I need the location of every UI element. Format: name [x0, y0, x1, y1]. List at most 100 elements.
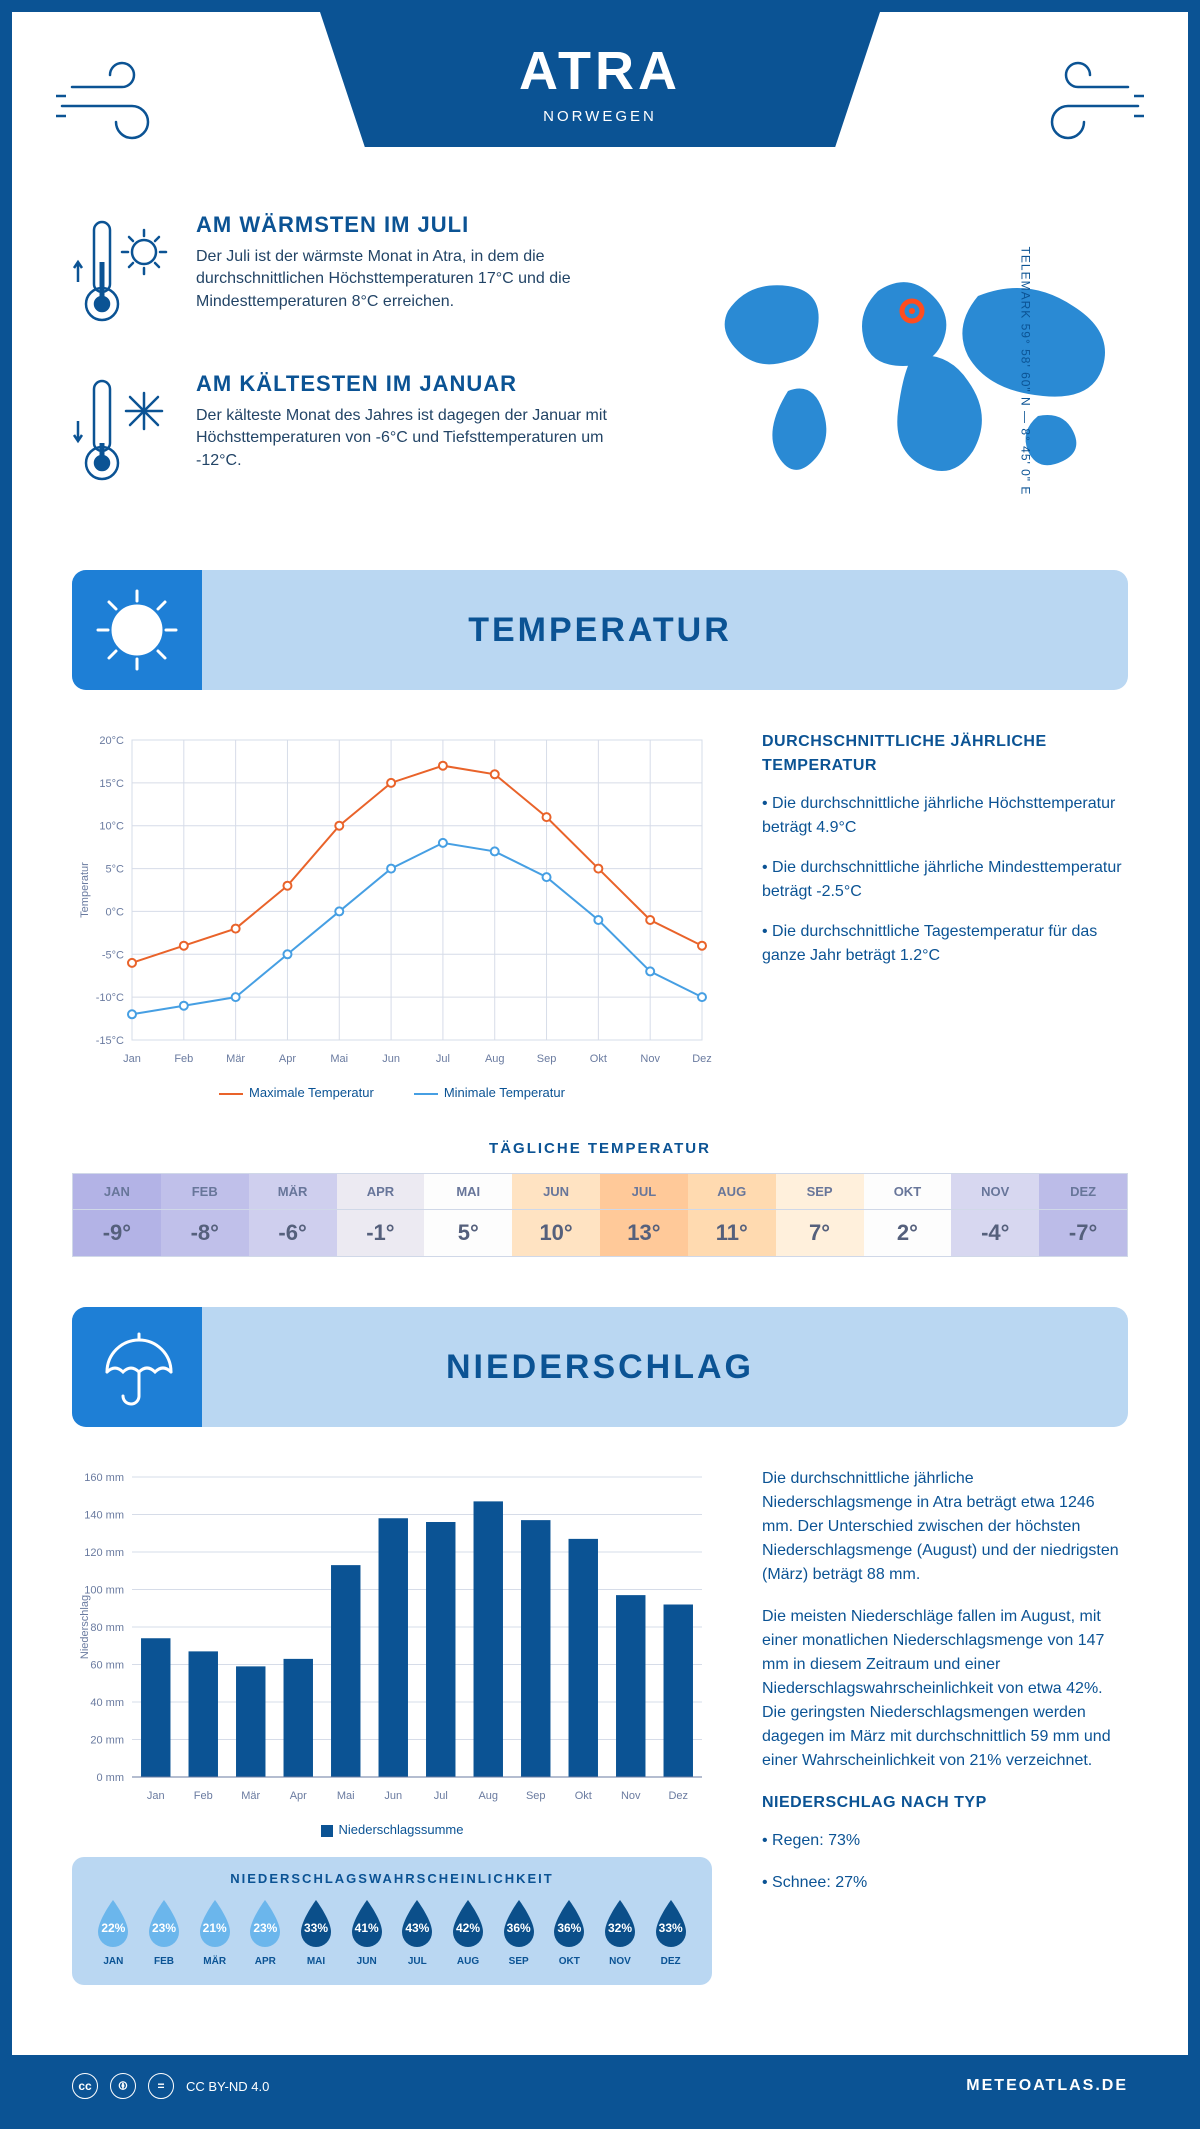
svg-text:5°C: 5°C	[106, 864, 125, 876]
coldest-body: Der kälteste Monat des Jahres ist dagege…	[196, 405, 648, 472]
svg-text:120 mm: 120 mm	[84, 1547, 124, 1559]
svg-text:Temperatur: Temperatur	[79, 862, 91, 918]
daily-value: -7°	[1039, 1210, 1127, 1256]
temp-bullet: • Die durchschnittliche jährliche Höchst…	[762, 792, 1128, 840]
precip-legend: Niederschlagssumme	[72, 1822, 712, 1837]
legend-min: Minimale Temperatur	[444, 1085, 565, 1100]
svg-text:Aug: Aug	[478, 1790, 498, 1802]
temperature-line-chart: -15°C-10°C-5°C0°C5°C10°C15°C20°CJanFebMä…	[72, 730, 712, 1070]
daily-month: MÄR	[249, 1174, 337, 1210]
prob-drop: 41%JUN	[343, 1898, 390, 1967]
prob-drop: 21%MÄR	[191, 1898, 238, 1967]
svg-text:Sep: Sep	[526, 1790, 546, 1802]
thermometer-snow-icon	[72, 371, 172, 496]
daily-month: AUG	[688, 1174, 776, 1210]
temp-bullet: • Die durchschnittliche jährliche Mindes…	[762, 856, 1128, 904]
daily-value: 2°	[864, 1210, 952, 1256]
wind-icon	[1018, 42, 1148, 157]
prob-drop: 23%FEB	[141, 1898, 188, 1967]
coldest-block: AM KÄLTESTEN IM JANUAR Der kälteste Mona…	[72, 371, 648, 496]
prob-drop: 42%AUG	[445, 1898, 492, 1967]
daily-value: 13°	[600, 1210, 688, 1256]
daily-month: FEB	[161, 1174, 249, 1210]
daily-month: JUN	[512, 1174, 600, 1210]
coordinates: TELEMARK 59° 58' 60" N — 8° 45' 0" E	[1019, 247, 1033, 496]
svg-text:Apr: Apr	[290, 1790, 307, 1802]
section-band-precip: NIEDERSCHLAG	[72, 1307, 1128, 1427]
precip-legend-label: Niederschlagssumme	[339, 1822, 464, 1837]
precip-p2: Die meisten Niederschläge fallen im Augu…	[762, 1605, 1128, 1773]
temp-bullet: • Die durchschnittliche Tagestemperatur …	[762, 920, 1128, 968]
daily-month: SEP	[776, 1174, 864, 1210]
world-map: TELEMARK 59° 58' 60" N — 8° 45' 0" E	[688, 212, 1128, 530]
svg-text:Sep: Sep	[537, 1053, 557, 1065]
header-banner: ATRA NORWEGEN	[320, 12, 880, 147]
svg-text:Feb: Feb	[174, 1053, 193, 1065]
svg-text:-5°C: -5°C	[102, 949, 124, 961]
by-icon: 🅯	[110, 2073, 136, 2099]
svg-text:Feb: Feb	[194, 1790, 213, 1802]
precipitation-bar-chart: 0 mm20 mm40 mm60 mm80 mm100 mm120 mm140 …	[72, 1467, 712, 1807]
svg-text:Dez: Dez	[692, 1053, 712, 1065]
daily-value: 10°	[512, 1210, 600, 1256]
precip-text: Die durchschnittliche jährliche Niedersc…	[762, 1467, 1128, 1985]
coldest-title: AM KÄLTESTEN IM JANUAR	[196, 371, 648, 397]
svg-text:Jan: Jan	[147, 1790, 165, 1802]
warmest-block: AM WÄRMSTEN IM JULI Der Juli ist der wär…	[72, 212, 648, 337]
precip-title: NIEDERSCHLAG	[446, 1348, 754, 1387]
prob-drop: 32%NOV	[597, 1898, 644, 1967]
daily-title: TÄGLICHE TEMPERATUR	[72, 1140, 1128, 1157]
svg-text:0°C: 0°C	[106, 906, 125, 918]
daily-month: MAI	[424, 1174, 512, 1210]
svg-text:160 mm: 160 mm	[84, 1472, 124, 1484]
svg-text:20°C: 20°C	[99, 735, 124, 747]
sun-icon	[72, 570, 202, 690]
daily-value: -6°	[249, 1210, 337, 1256]
precip-type-bullet: • Schnee: 27%	[762, 1871, 1128, 1895]
daily-value: -1°	[337, 1210, 425, 1256]
prob-drop: 22%JAN	[90, 1898, 137, 1967]
infographic-frame: ATRA NORWEGEN	[0, 0, 1200, 2129]
page-subtitle: NORWEGEN	[440, 108, 760, 125]
daily-value: -8°	[161, 1210, 249, 1256]
svg-text:Jul: Jul	[434, 1790, 448, 1802]
svg-text:15°C: 15°C	[99, 778, 124, 790]
svg-text:Niederschlag: Niederschlag	[79, 1595, 91, 1659]
warmest-body: Der Juli ist der wärmste Monat in Atra, …	[196, 246, 648, 313]
daily-value: 7°	[776, 1210, 864, 1256]
daily-month: JUL	[600, 1174, 688, 1210]
prob-drop: 33%DEZ	[647, 1898, 694, 1967]
thermometer-sun-icon	[72, 212, 172, 337]
svg-text:-15°C: -15°C	[96, 1035, 124, 1047]
svg-text:Okt: Okt	[590, 1053, 607, 1065]
site-name: METEOATLAS.DE	[966, 2077, 1128, 2095]
header: ATRA NORWEGEN	[12, 12, 1188, 212]
cc-icon: cc	[72, 2073, 98, 2099]
svg-text:0 mm: 0 mm	[97, 1772, 125, 1784]
svg-text:Aug: Aug	[485, 1053, 505, 1065]
svg-text:Okt: Okt	[575, 1790, 592, 1802]
nd-icon: =	[148, 2073, 174, 2099]
umbrella-icon	[72, 1307, 202, 1427]
daily-month: DEZ	[1039, 1174, 1127, 1210]
daily-value: 11°	[688, 1210, 776, 1256]
legend-max: Maximale Temperatur	[249, 1085, 374, 1100]
section-band-temperature: TEMPERATUR	[72, 570, 1128, 690]
precip-p1: Die durchschnittliche jährliche Niedersc…	[762, 1467, 1128, 1587]
prob-drop: 33%MAI	[293, 1898, 340, 1967]
daily-month: APR	[337, 1174, 425, 1210]
warmest-title: AM WÄRMSTEN IM JULI	[196, 212, 648, 238]
prob-title: NIEDERSCHLAGSWAHRSCHEINLICHKEIT	[90, 1871, 694, 1886]
license-text: CC BY-ND 4.0	[186, 2079, 269, 2094]
svg-text:80 mm: 80 mm	[90, 1622, 124, 1634]
svg-text:Apr: Apr	[279, 1053, 296, 1065]
temperature-legend: Maximale Temperatur Minimale Temperatur	[72, 1085, 712, 1100]
temperature-title: TEMPERATUR	[468, 611, 732, 650]
prob-drop: 36%OKT	[546, 1898, 593, 1967]
precip-type-title: NIEDERSCHLAG NACH TYP	[762, 1791, 1128, 1815]
intro-section: AM WÄRMSTEN IM JULI Der Juli ist der wär…	[72, 212, 1128, 530]
svg-text:60 mm: 60 mm	[90, 1660, 124, 1672]
svg-text:Mai: Mai	[337, 1790, 355, 1802]
daily-temperature: TÄGLICHE TEMPERATUR JANFEBMÄRAPRMAIJUNJU…	[72, 1140, 1128, 1257]
svg-text:20 mm: 20 mm	[90, 1735, 124, 1747]
